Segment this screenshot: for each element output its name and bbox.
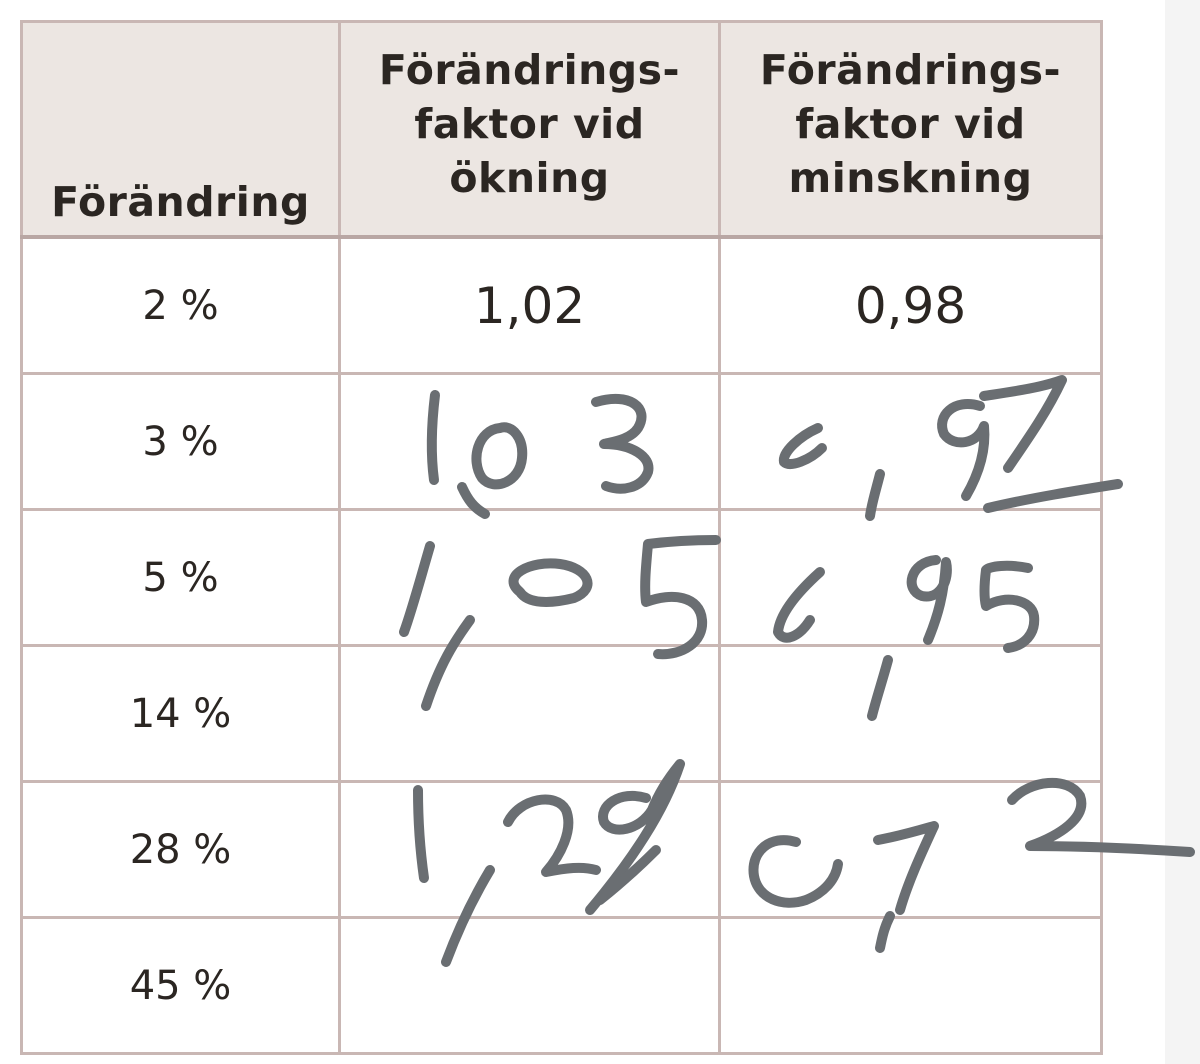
header-increase-line-1: Förändrings- bbox=[378, 46, 681, 94]
change-cell: 5 % bbox=[20, 508, 341, 647]
header-increase-factor: Förändrings- faktor vid ökning bbox=[338, 20, 721, 239]
header-decrease-line-3: minskning bbox=[788, 154, 1033, 202]
page-edge-strip bbox=[1165, 0, 1200, 1064]
change-cell: 2 % bbox=[20, 235, 341, 375]
table-row: 3 % bbox=[20, 372, 1103, 511]
table-row: 2 % 1,02 0,98 bbox=[20, 235, 1103, 375]
table-row: 28 % bbox=[20, 780, 1103, 919]
table-body: 2 % 1,02 0,98 3 % 5 % 14 % 28 % bbox=[20, 235, 1103, 1055]
header-decrease-factor: Förändrings- faktor vid minskning bbox=[718, 20, 1103, 239]
decrease-factor-cell bbox=[718, 780, 1103, 919]
change-factor-table: Förändring Förändrings- faktor vid öknin… bbox=[20, 20, 1103, 1055]
table-row: 14 % bbox=[20, 644, 1103, 783]
header-change: Förändring bbox=[20, 20, 341, 239]
table-row: 5 % bbox=[20, 508, 1103, 647]
change-cell: 3 % bbox=[20, 372, 341, 511]
header-increase-line-3: ökning bbox=[449, 154, 610, 202]
increase-factor-cell bbox=[338, 372, 721, 511]
increase-factor-cell bbox=[338, 644, 721, 783]
change-cell: 28 % bbox=[20, 780, 341, 919]
decrease-factor-cell bbox=[718, 916, 1103, 1055]
decrease-factor-cell bbox=[718, 644, 1103, 783]
header-change-text: Förändring bbox=[51, 178, 310, 226]
decrease-factor-cell bbox=[718, 372, 1103, 511]
change-cell: 14 % bbox=[20, 644, 341, 783]
table-header: Förändring Förändrings- faktor vid öknin… bbox=[20, 20, 1103, 239]
increase-factor-cell bbox=[338, 780, 721, 919]
decrease-factor-cell bbox=[718, 508, 1103, 647]
change-cell: 45 % bbox=[20, 916, 341, 1055]
header-decrease-line-2: faktor vid bbox=[795, 100, 1026, 148]
increase-factor-cell bbox=[338, 508, 721, 647]
header-decrease-line-1: Förändrings- bbox=[759, 46, 1062, 94]
header-row: Förändring Förändrings- faktor vid öknin… bbox=[20, 20, 1103, 239]
increase-factor-cell: 1,02 bbox=[338, 235, 721, 375]
header-increase-line-2: faktor vid bbox=[414, 100, 645, 148]
table-row: 45 % bbox=[20, 916, 1103, 1055]
increase-factor-cell bbox=[338, 916, 721, 1055]
decrease-factor-cell: 0,98 bbox=[718, 235, 1103, 375]
